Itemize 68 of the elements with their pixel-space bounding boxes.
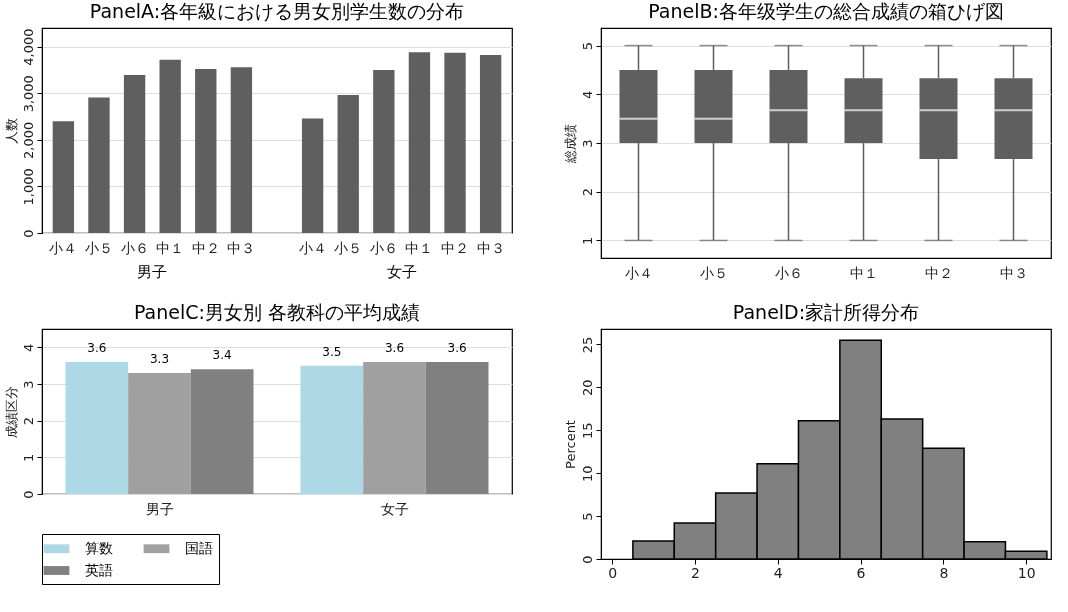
y-tick-label: 20	[579, 379, 595, 397]
x-tick-label: 2	[691, 564, 700, 581]
x-tick-label: 中１	[405, 239, 434, 256]
y-tick-label: 2	[579, 188, 595, 197]
y-tick-label: 15	[579, 422, 595, 440]
x-tick-label: 小６	[369, 239, 398, 256]
chart-title: PanelD:家計所得分布	[732, 301, 920, 323]
x-tick-label: 中３	[476, 239, 505, 256]
x-tick-label: 小５	[699, 264, 728, 281]
data-label: 3.4	[212, 348, 232, 363]
y-tick-label: 0	[20, 490, 36, 499]
x-tick-label: 小５	[84, 239, 113, 256]
bar	[65, 362, 129, 494]
y-axis-title: Percent	[562, 420, 578, 469]
y-tick-label: 4	[579, 90, 595, 99]
x-tick-label: 小６	[120, 239, 149, 256]
x-tick-label: 4	[773, 564, 783, 581]
bar	[190, 369, 254, 494]
bar	[128, 373, 191, 494]
x-tick-label: 中１	[849, 264, 878, 281]
legend-label: 国語	[185, 539, 213, 556]
data-label: 3.6	[87, 341, 107, 355]
y-tick-label: 3,000	[20, 75, 36, 113]
chart-title: PanelC:男女別 各教科の平均成績	[134, 301, 420, 323]
y-tick-label: 1	[20, 453, 36, 462]
x-tick-label: 小６	[774, 264, 803, 281]
y-tick-label: 4	[20, 343, 36, 352]
bar	[300, 365, 364, 494]
x-tick-label: 10	[1017, 564, 1036, 581]
legend-label: 英語	[85, 561, 113, 578]
y-tick-label: 1,000	[20, 168, 36, 206]
x-tick-label: 小４	[49, 239, 78, 256]
data-label: 3.5	[322, 344, 342, 359]
y-tick-label: 5	[579, 41, 595, 51]
y-tick-label: 4,000	[20, 28, 36, 66]
data-label: 3.6	[384, 341, 405, 355]
x-tick-label: 6	[856, 564, 866, 581]
x-tick-label: 小４	[624, 264, 653, 281]
data-label: 3.6	[447, 341, 467, 355]
y-tick-label: 2	[20, 417, 36, 426]
y-tick-label: 1	[579, 236, 595, 246]
chart-title: PanelB:各年级学生の総合成績の箱ひげ図	[648, 0, 1004, 22]
x-tick-label: 小４	[298, 239, 327, 256]
x-tick-label: 0	[608, 564, 618, 581]
y-axis-title: 総成绩	[562, 124, 578, 164]
y-tick-label: 0	[579, 555, 595, 564]
data-label: 3.3	[149, 352, 170, 366]
y-tick-label: 25	[579, 336, 595, 354]
y-tick-label: 3	[20, 380, 36, 389]
bar	[363, 362, 426, 494]
y-axis-title: 人数	[3, 118, 19, 144]
bar	[425, 362, 489, 494]
x-tick-label: 中２	[441, 239, 470, 256]
y-tick-label: 5	[579, 512, 595, 521]
x-tick-label: 中３	[227, 239, 256, 256]
y-tick-label: 3	[579, 139, 595, 148]
y-axis-title: 成績区分	[3, 386, 19, 438]
x-tick-label: 中２	[924, 264, 953, 281]
legend-label: 算数	[85, 539, 113, 556]
x-tick-label: 小５	[334, 239, 363, 256]
y-tick-label: 2,000	[20, 121, 36, 159]
y-tick-label: 10	[579, 465, 595, 482]
chart-title: PanelA:各年級における男女別学生数の分布	[89, 0, 465, 22]
x-tick-label: 中２	[191, 239, 220, 256]
x-tick-label: 8	[939, 564, 949, 581]
y-tick-label: 0	[20, 229, 36, 238]
x-tick-label: 中３	[999, 264, 1028, 281]
x-tick-label: 中１	[156, 239, 185, 256]
